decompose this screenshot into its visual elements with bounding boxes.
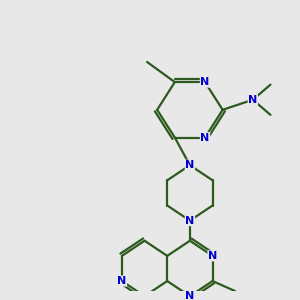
Text: N: N: [185, 216, 194, 226]
Text: N: N: [200, 133, 210, 142]
Text: N: N: [117, 276, 127, 286]
Text: N: N: [208, 251, 217, 261]
Text: N: N: [185, 160, 194, 170]
Text: N: N: [200, 77, 210, 87]
Text: N: N: [185, 291, 194, 300]
Text: N: N: [248, 95, 257, 105]
